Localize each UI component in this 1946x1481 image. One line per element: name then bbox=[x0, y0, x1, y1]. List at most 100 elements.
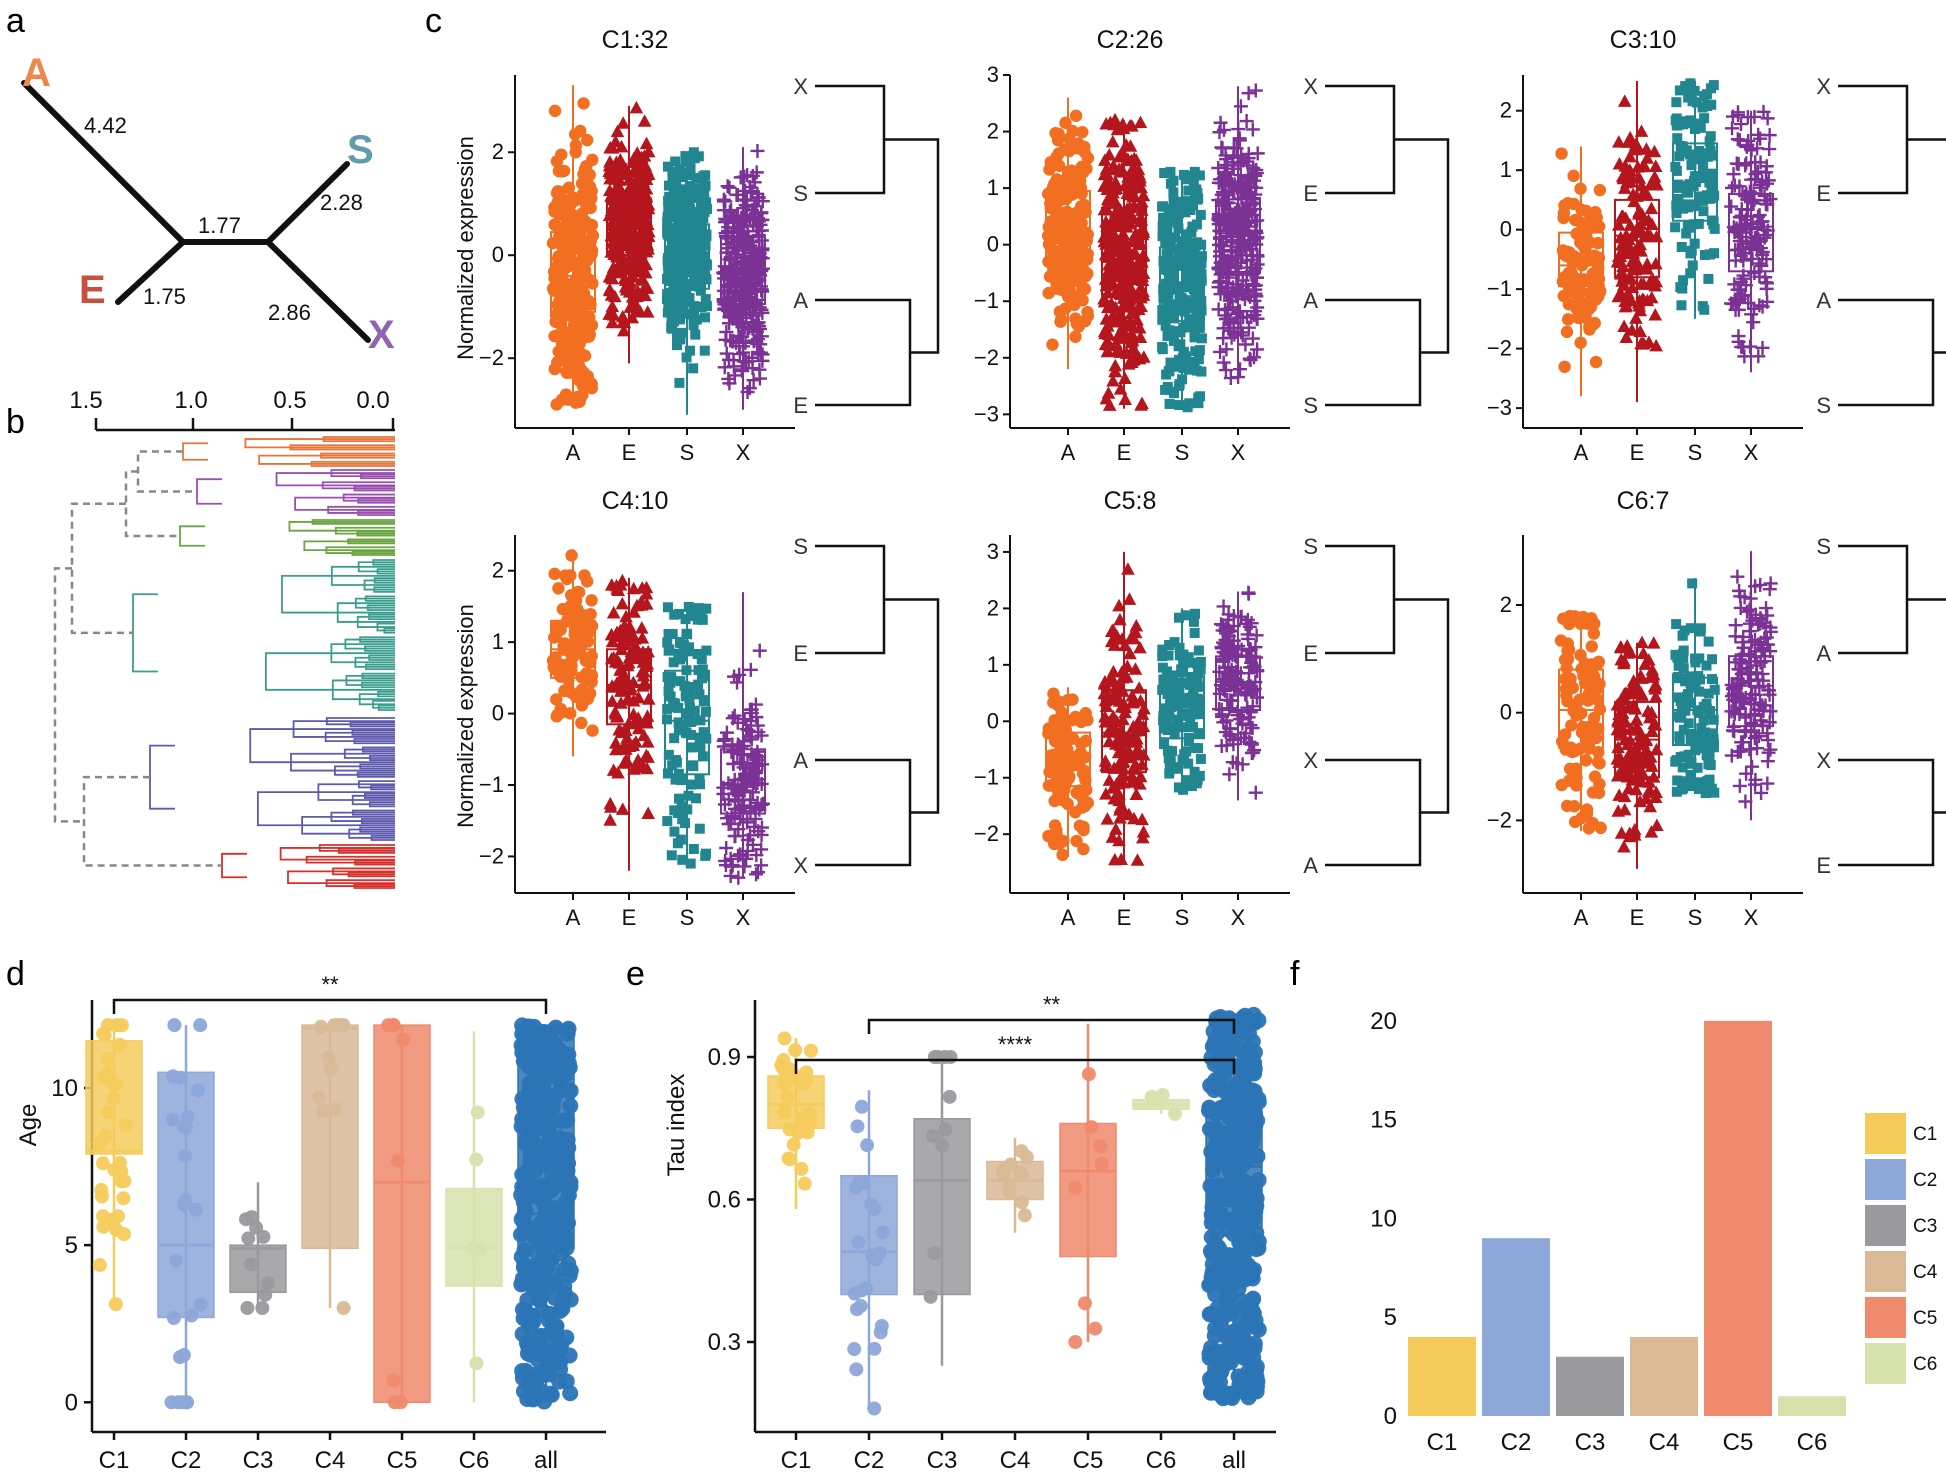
data-point-plus bbox=[1761, 745, 1776, 760]
data-point-square bbox=[1698, 715, 1709, 726]
data-point-triangle bbox=[1614, 267, 1628, 280]
data-point-triangle bbox=[610, 248, 624, 262]
data-point-plus bbox=[1724, 704, 1739, 719]
data-point-plus bbox=[752, 802, 767, 817]
data-point-square bbox=[698, 171, 709, 182]
points-X bbox=[1211, 83, 1265, 386]
data-point-triangle bbox=[620, 658, 635, 672]
data-point-triangle bbox=[1611, 740, 1625, 754]
data-point bbox=[260, 1276, 275, 1291]
data-point-circle bbox=[1582, 689, 1595, 703]
data-point-plus bbox=[1235, 716, 1250, 731]
data-point-circle bbox=[1062, 132, 1076, 145]
data-point-triangle bbox=[610, 709, 625, 722]
data-point-square bbox=[662, 602, 673, 613]
points-E bbox=[602, 100, 656, 337]
data-point-triangle bbox=[636, 201, 650, 215]
data-point-plus bbox=[1730, 569, 1745, 584]
data-point-square bbox=[669, 805, 680, 816]
data-point-triangle bbox=[1648, 689, 1663, 703]
data-point-plus bbox=[1745, 759, 1760, 774]
data-point-triangle bbox=[637, 114, 652, 127]
data-point-triangle bbox=[609, 742, 623, 756]
data-point-circle bbox=[1592, 746, 1605, 759]
data-point-circle bbox=[1593, 757, 1606, 770]
data-point-plus bbox=[1738, 708, 1753, 723]
data-point bbox=[109, 1018, 124, 1033]
data-point-plus bbox=[1225, 755, 1240, 770]
data-point-plus bbox=[1741, 667, 1756, 682]
data-point bbox=[180, 1109, 195, 1124]
y-tick-label: −2 bbox=[974, 821, 999, 846]
data-point-square bbox=[1176, 236, 1187, 247]
data-point-triangle bbox=[1136, 225, 1151, 239]
data-point-plus bbox=[727, 239, 742, 254]
data-point-triangle bbox=[1611, 289, 1626, 303]
data-point-square bbox=[666, 322, 677, 333]
data-point-square bbox=[701, 301, 712, 312]
x-tick-label: S bbox=[680, 905, 695, 930]
data-point-plus bbox=[1223, 205, 1238, 220]
data-point-circle bbox=[1042, 727, 1055, 740]
data-point-triangle bbox=[609, 578, 624, 592]
data-point-plus bbox=[720, 269, 735, 284]
data-point-square bbox=[1678, 645, 1689, 656]
data-point-triangle bbox=[641, 229, 656, 243]
data-point-plus bbox=[1220, 158, 1235, 173]
data-point-circle bbox=[1557, 211, 1570, 225]
data-point-circle bbox=[1069, 806, 1082, 819]
data-point-square bbox=[1179, 350, 1190, 361]
y-tick-label: 0 bbox=[492, 701, 504, 726]
data-point-triangle bbox=[1648, 159, 1663, 172]
data-point-square bbox=[698, 695, 709, 706]
data-point-square bbox=[685, 610, 696, 621]
data-point-square bbox=[1188, 178, 1199, 189]
data-point-triangle bbox=[1625, 228, 1640, 242]
data-point-circle bbox=[1564, 265, 1578, 278]
data-point-plus bbox=[720, 214, 735, 229]
data-point-triangle bbox=[604, 651, 619, 665]
data-point-square bbox=[1681, 228, 1692, 239]
data-point-triangle bbox=[631, 263, 645, 276]
data-point-circle bbox=[1078, 198, 1091, 212]
x-tick-label: C6 bbox=[459, 1447, 490, 1474]
data-point-square bbox=[1171, 216, 1182, 227]
data-point-square bbox=[1158, 674, 1169, 685]
data-point-square bbox=[1169, 388, 1180, 399]
data-point-square bbox=[669, 316, 680, 327]
data-point-square bbox=[1684, 86, 1695, 97]
data-point-square bbox=[697, 203, 708, 214]
data-point-triangle bbox=[1633, 668, 1648, 682]
points-X bbox=[716, 143, 770, 400]
data-point-plus bbox=[1250, 249, 1265, 264]
data-point bbox=[241, 1231, 256, 1246]
data-point-circle bbox=[1047, 223, 1060, 236]
tree-leaf-label: X bbox=[1816, 748, 1831, 773]
data-point-triangle bbox=[605, 299, 620, 313]
data-point-square bbox=[1697, 301, 1708, 312]
data-point-square bbox=[675, 834, 686, 845]
data-point-square bbox=[674, 224, 685, 235]
data-point-square bbox=[1678, 652, 1689, 663]
data-point-triangle bbox=[1116, 227, 1131, 241]
data-point-square bbox=[1176, 251, 1187, 262]
data-point-square bbox=[676, 775, 687, 786]
data-point-plus bbox=[1221, 607, 1236, 622]
data-point-triangle bbox=[1121, 562, 1135, 575]
data-point-triangle bbox=[610, 239, 625, 253]
data-point-triangle bbox=[1636, 159, 1651, 173]
data-point-square bbox=[1164, 398, 1175, 409]
data-point-triangle bbox=[641, 806, 655, 820]
branch-length-x: 2.86 bbox=[268, 300, 311, 325]
data-point-square bbox=[1169, 255, 1180, 266]
data-point-square bbox=[1689, 200, 1700, 211]
data-point-plus bbox=[1763, 742, 1778, 757]
data-point-square bbox=[1676, 709, 1687, 720]
data-point-square bbox=[1688, 181, 1699, 192]
data-point-circle bbox=[554, 317, 567, 330]
data-point-plus bbox=[1724, 199, 1739, 214]
data-point-triangle bbox=[1113, 811, 1127, 824]
data-point-square bbox=[673, 768, 684, 779]
data-point-square bbox=[675, 207, 686, 218]
data-point-plus bbox=[1233, 180, 1248, 195]
